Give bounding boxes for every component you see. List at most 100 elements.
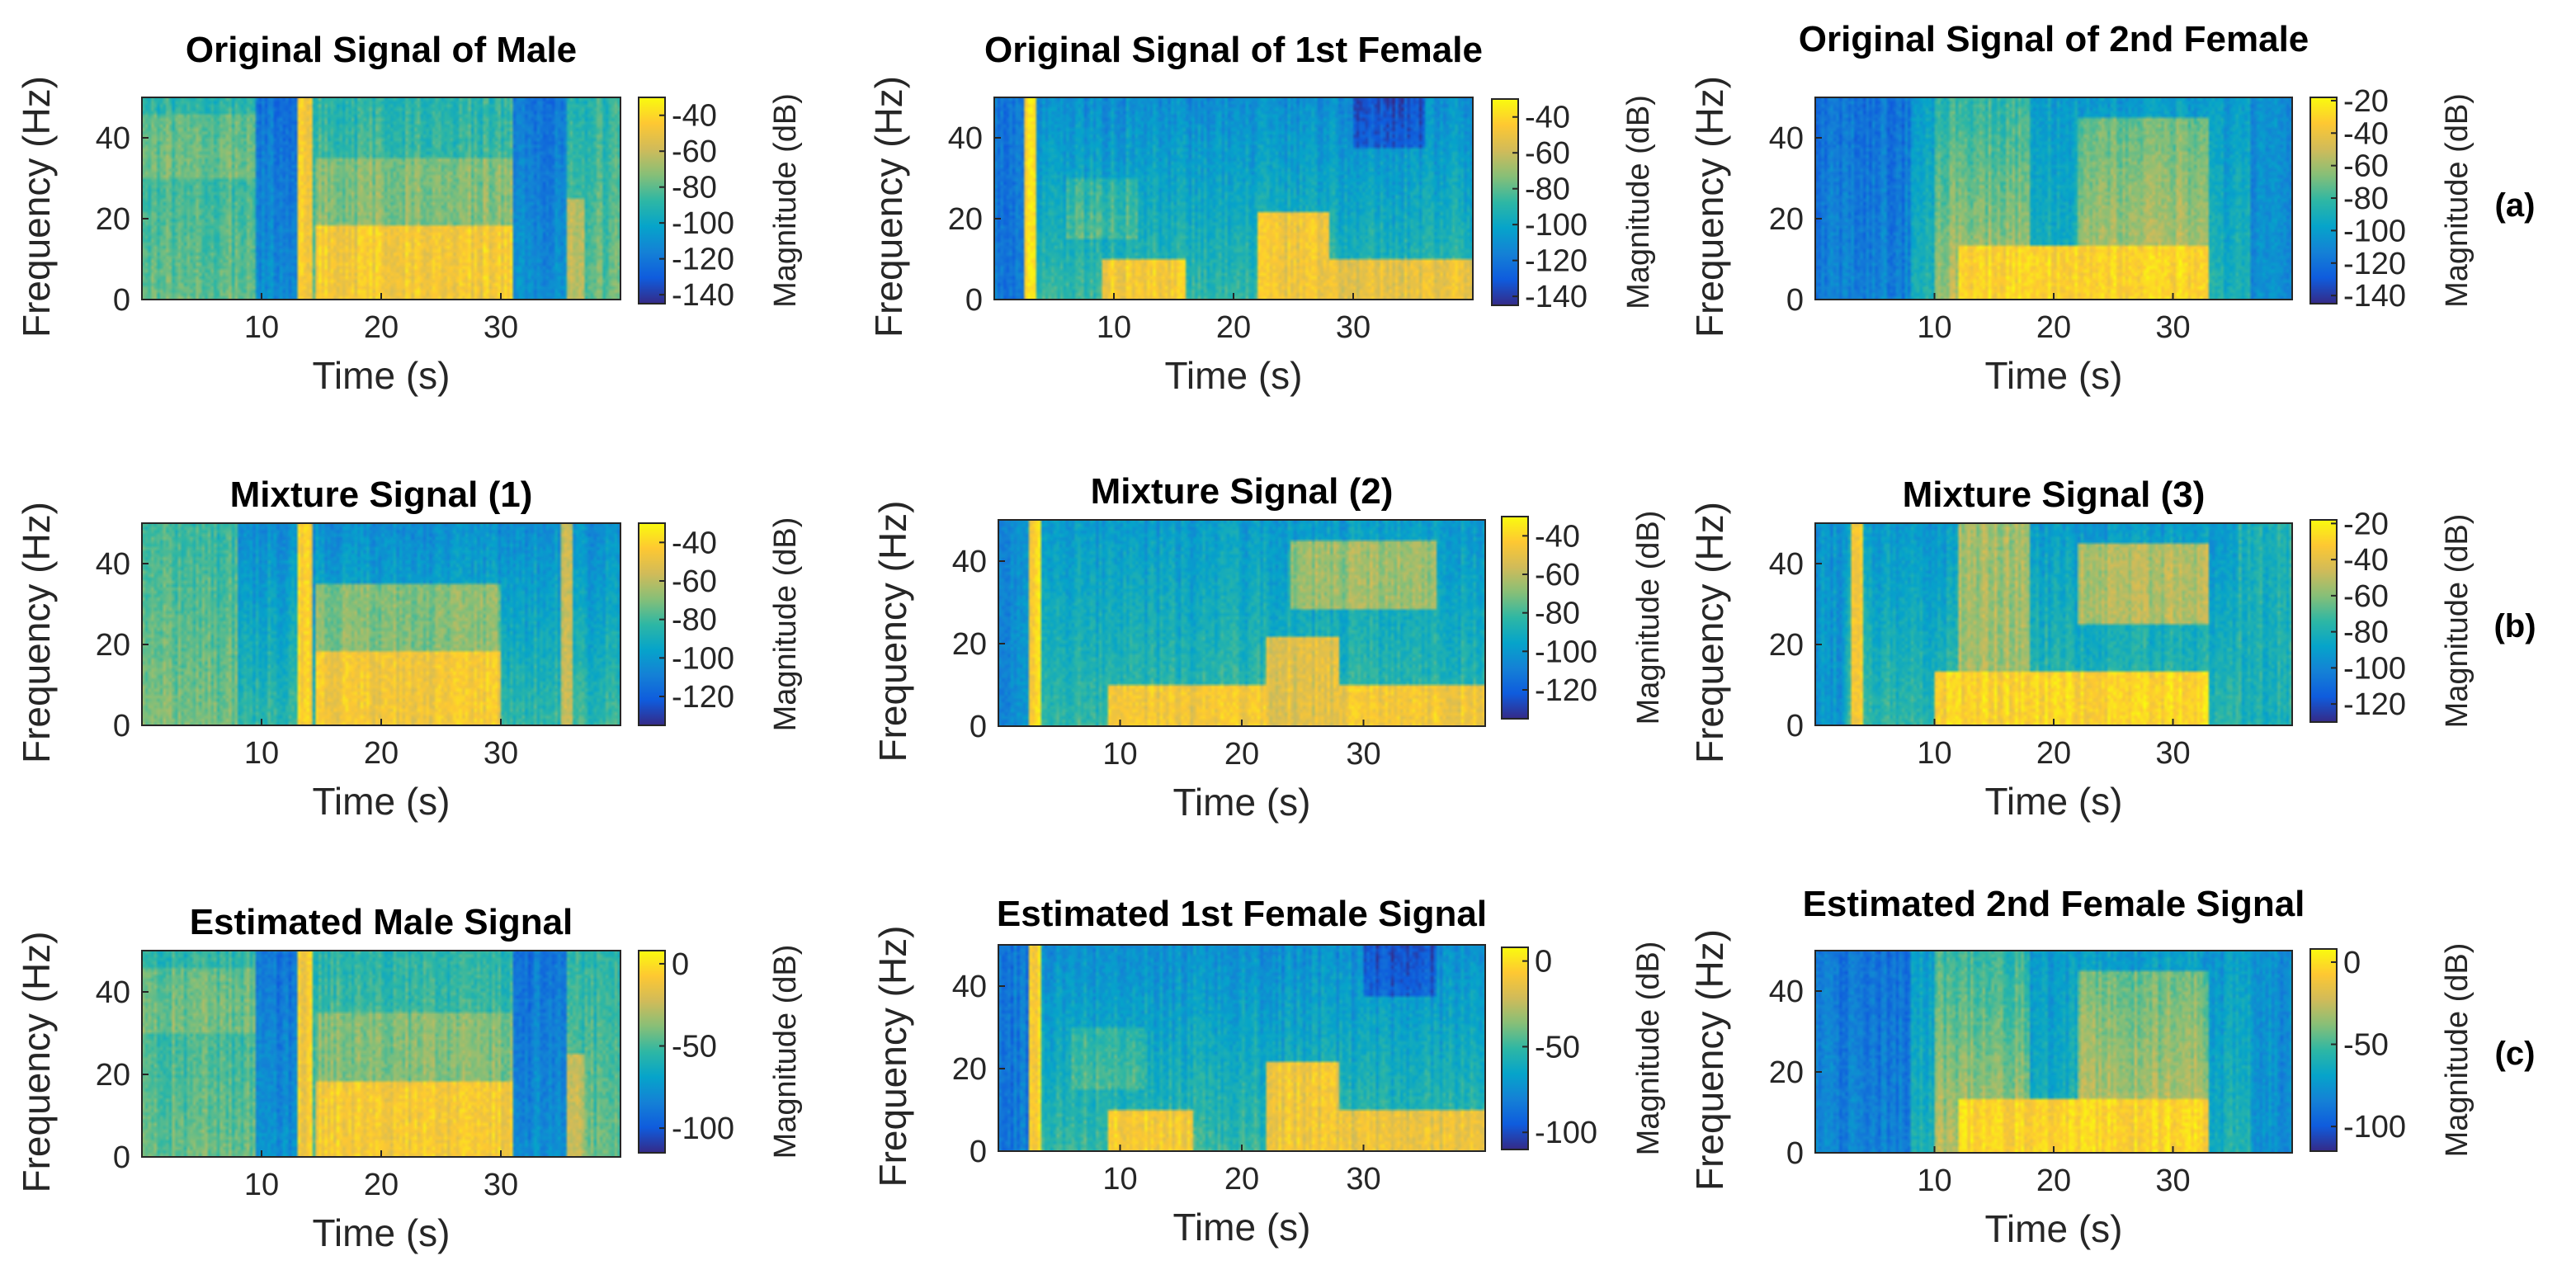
y-tick-label: 0 <box>1786 709 1804 743</box>
colorbar-tick-label: 0 <box>672 947 689 982</box>
x-tick-label: 20 <box>1216 310 1251 345</box>
y-axis-label: Frequency (Hz) <box>1688 76 1731 338</box>
x-tick-label: 10 <box>1102 1162 1137 1197</box>
x-tick-label: 10 <box>1097 310 1131 345</box>
colorbar-label: Magnitude (dB) <box>768 93 803 308</box>
colorbar-tick-label: -80 <box>1535 597 1580 631</box>
panel-title: Original Signal of 1st Female <box>984 30 1483 70</box>
y-tick-label: 20 <box>96 202 130 237</box>
colorbar-label: Magnitude (dB) <box>2440 93 2475 308</box>
x-tick-label: 20 <box>1224 737 1259 772</box>
x-axis-label: Time (s) <box>1985 354 2123 397</box>
spectrogram-image <box>142 97 620 300</box>
colorbar-tick-label: -60 <box>672 135 717 169</box>
colorbar-tick-label: -120 <box>1535 673 1597 708</box>
x-tick-label: 10 <box>244 1168 279 1202</box>
y-tick-label: 40 <box>952 970 987 1004</box>
x-tick-label: 10 <box>1102 737 1137 772</box>
spectrogram-panel: Original Signal of 1st Female 10 20 30 0 20 40… <box>867 30 1656 397</box>
colorbar-label: Magnitude (dB) <box>1621 95 1656 309</box>
y-tick-label: 0 <box>113 283 130 318</box>
x-axis-label: Time (s) <box>1173 1206 1311 1249</box>
colorbar-tick-label: -100 <box>672 1112 734 1146</box>
panel-title: Estimated Male Signal <box>190 902 573 942</box>
colorbar-label: Magnitude (dB) <box>2440 943 2475 1158</box>
x-tick-label: 30 <box>484 310 518 345</box>
row-label: (b) <box>2493 608 2536 644</box>
x-axis-label: Time (s) <box>313 1211 451 1254</box>
x-tick-label: 30 <box>2155 1164 2190 1198</box>
colorbar <box>1501 946 1529 1150</box>
x-tick-label: 30 <box>1336 310 1371 345</box>
y-tick-label: 20 <box>1769 1055 1804 1090</box>
y-tick-label: 20 <box>1769 202 1804 237</box>
y-tick-label: 0 <box>965 283 983 318</box>
colorbar-label: Magnitude (dB) <box>768 517 803 732</box>
colorbar-tick-label: -40 <box>2343 116 2389 151</box>
colorbar-tick-label: -140 <box>672 278 734 313</box>
colorbar-tick-label: -100 <box>1535 635 1597 669</box>
colorbar <box>2309 519 2338 723</box>
y-axis-label: Frequency (Hz) <box>15 932 58 1193</box>
spectrogram-image <box>998 520 1485 726</box>
colorbar-tick-label: -20 <box>2343 84 2389 119</box>
colorbar-tick-label: -20 <box>2343 507 2389 541</box>
spectrogram-panel: Original Signal of Male 10 20 30 0 20 40 Time (… <box>15 30 803 397</box>
colorbar-tick-label: -60 <box>2343 579 2389 614</box>
spectrogram-panel: Original Signal of 2nd Female 10 20 30 0 20 40… <box>1688 19 2475 397</box>
colorbar-label: Magnitude (dB) <box>1631 942 1666 1156</box>
y-tick-label: 0 <box>1786 283 1804 318</box>
panel-title: Original Signal of 2nd Female <box>1799 19 2309 59</box>
colorbar-tick-label: -40 <box>1525 101 1570 135</box>
colorbar-tick-label: -40 <box>2343 543 2389 578</box>
x-tick-label: 30 <box>2155 736 2190 771</box>
colorbar-tick-label: -60 <box>1535 558 1580 592</box>
x-tick-label: 20 <box>364 736 399 771</box>
x-axis-label: Time (s) <box>1173 781 1311 824</box>
colorbar-tick-label: -60 <box>1525 136 1570 171</box>
spectrogram-image <box>998 945 1485 1151</box>
colorbar-tick-label: -100 <box>2343 214 2406 248</box>
colorbar <box>2309 97 2338 304</box>
x-tick-label: 10 <box>1917 1164 1951 1198</box>
colorbar-tick-label: -40 <box>1535 519 1580 554</box>
x-tick-label: 30 <box>2155 310 2190 345</box>
colorbar-tick-label: -80 <box>672 603 717 638</box>
colorbar <box>1501 516 1529 720</box>
y-tick-label: 40 <box>96 121 130 156</box>
colorbar-tick-label: -100 <box>1525 208 1588 243</box>
colorbar <box>638 97 666 304</box>
colorbar-tick-label: -50 <box>672 1030 717 1064</box>
panel-title: Mixture Signal (2) <box>1091 471 1394 512</box>
spectrogram-panel: Mixture Signal (3) 10 20 30 0 20 40 Time (s) Fre… <box>1688 474 2475 823</box>
x-tick-label: 20 <box>2036 310 2071 345</box>
y-tick-label: 40 <box>96 975 130 1010</box>
y-tick-label: 0 <box>970 1135 987 1169</box>
row-label: (c) <box>2495 1036 2536 1072</box>
y-axis-label: Frequency (Hz) <box>871 501 914 762</box>
colorbar-tick-label: -80 <box>2343 616 2389 650</box>
colorbar-tick-label: -100 <box>672 641 734 676</box>
colorbar-tick-label: 0 <box>1535 945 1552 980</box>
colorbar-label: Magnitude (dB) <box>1631 511 1666 725</box>
colorbar-tick-label: -40 <box>672 526 717 560</box>
x-tick-label: 20 <box>2036 736 2071 771</box>
spectrogram-image <box>1815 951 2292 1153</box>
y-tick-label: 40 <box>1769 121 1804 156</box>
spectrogram-image <box>1815 523 2292 725</box>
y-tick-label: 20 <box>96 1058 130 1093</box>
colorbar-tick-label: -120 <box>672 680 734 715</box>
x-axis-label: Time (s) <box>1985 780 2123 823</box>
colorbar-tick-label: -140 <box>1525 280 1588 314</box>
x-tick-label: 10 <box>1917 310 1951 345</box>
y-tick-label: 0 <box>1786 1136 1804 1171</box>
colorbar-tick-label: 0 <box>2343 946 2361 980</box>
y-tick-label: 20 <box>952 1052 987 1087</box>
colorbar-tick-label: -40 <box>672 99 717 134</box>
colorbar-tick-label: -80 <box>1525 172 1570 207</box>
y-tick-label: 20 <box>96 628 130 663</box>
x-axis-label: Time (s) <box>313 780 451 823</box>
spectrogram-panel: Mixture Signal (1) 10 20 30 0 20 40 Time (s) Fre… <box>15 474 803 823</box>
colorbar <box>1491 98 1519 306</box>
x-tick-label: 30 <box>1346 737 1380 772</box>
